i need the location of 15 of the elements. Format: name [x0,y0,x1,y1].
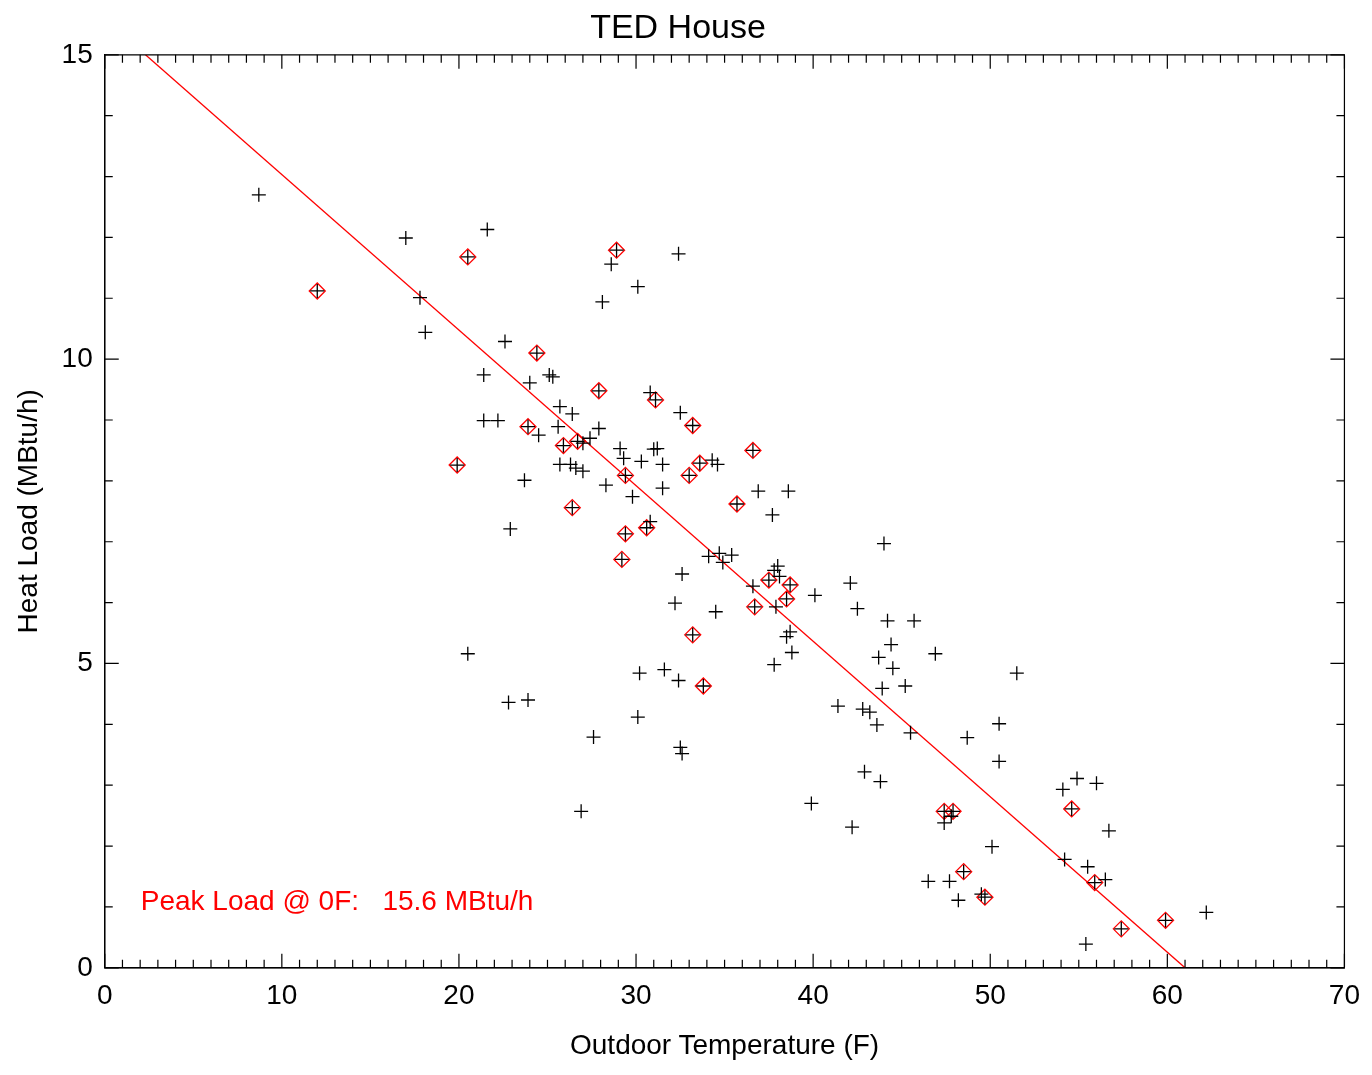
x-axis-title: Outdoor Temperature (F) [570,1028,880,1060]
x-tick-label: 50 [974,979,1006,1011]
x-tick-label: 30 [620,979,652,1011]
y-tick-label: 0 [77,950,93,982]
x-tick-label: 10 [266,979,298,1011]
y-tick-label: 5 [77,646,93,678]
y-axis-title: Heat Load (MBtu/h) [11,389,43,634]
y-tick-label: 15 [61,37,93,69]
annotation: Peak Load @ 0F: 15.6 MBtu/h [140,884,534,916]
x-tick-label: 70 [1328,979,1361,1011]
x-tick-label: 20 [443,979,475,1011]
chart-title: TED House [590,6,766,45]
x-tick-label: 40 [797,979,829,1011]
y-tick-label: 10 [61,341,93,373]
x-tick-label: 60 [1151,979,1183,1011]
